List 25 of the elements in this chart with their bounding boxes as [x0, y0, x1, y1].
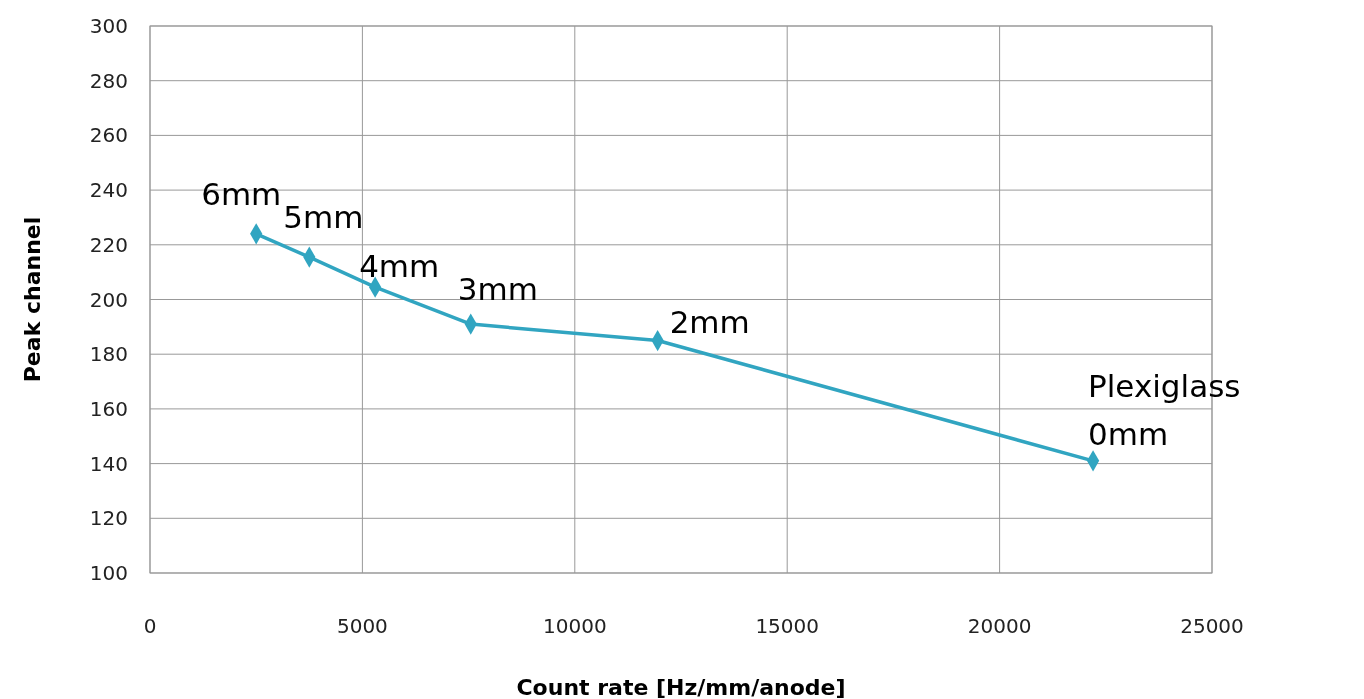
annotation: 2mm: [669, 303, 750, 340]
y-tick-label: 220: [89, 232, 128, 257]
y-axis-title: Peak channel: [20, 216, 45, 383]
y-tick-label: 140: [89, 451, 128, 476]
annotation: 6mm: [201, 175, 282, 212]
annotation: 3mm: [457, 271, 538, 308]
y-tick-label: 120: [89, 506, 128, 531]
y-tick-label: 100: [89, 561, 128, 585]
x-tick-label: 15000: [755, 614, 820, 638]
x-tick-label: 0: [143, 614, 157, 638]
y-tick-label: 280: [89, 68, 128, 93]
annotation: 4mm: [359, 248, 440, 285]
x-axis-title: Count rate [Hz/mm/anode]: [516, 675, 846, 699]
annotation: 5mm: [283, 199, 364, 236]
x-tick-label: 10000: [542, 614, 607, 638]
x-tick-label: 20000: [967, 614, 1032, 638]
y-tick-label: 200: [89, 287, 128, 312]
y-tick-label: 300: [89, 14, 128, 38]
y-tick-label: 240: [89, 178, 128, 203]
x-tick-label: 25000: [1180, 614, 1244, 638]
y-tick-label: 260: [89, 123, 128, 148]
annotation: Plexiglass 0mm: [1088, 367, 1241, 452]
y-tick-label: 180: [89, 342, 128, 367]
x-tick-label: 5000: [336, 614, 388, 638]
y-tick-label: 160: [89, 396, 128, 421]
